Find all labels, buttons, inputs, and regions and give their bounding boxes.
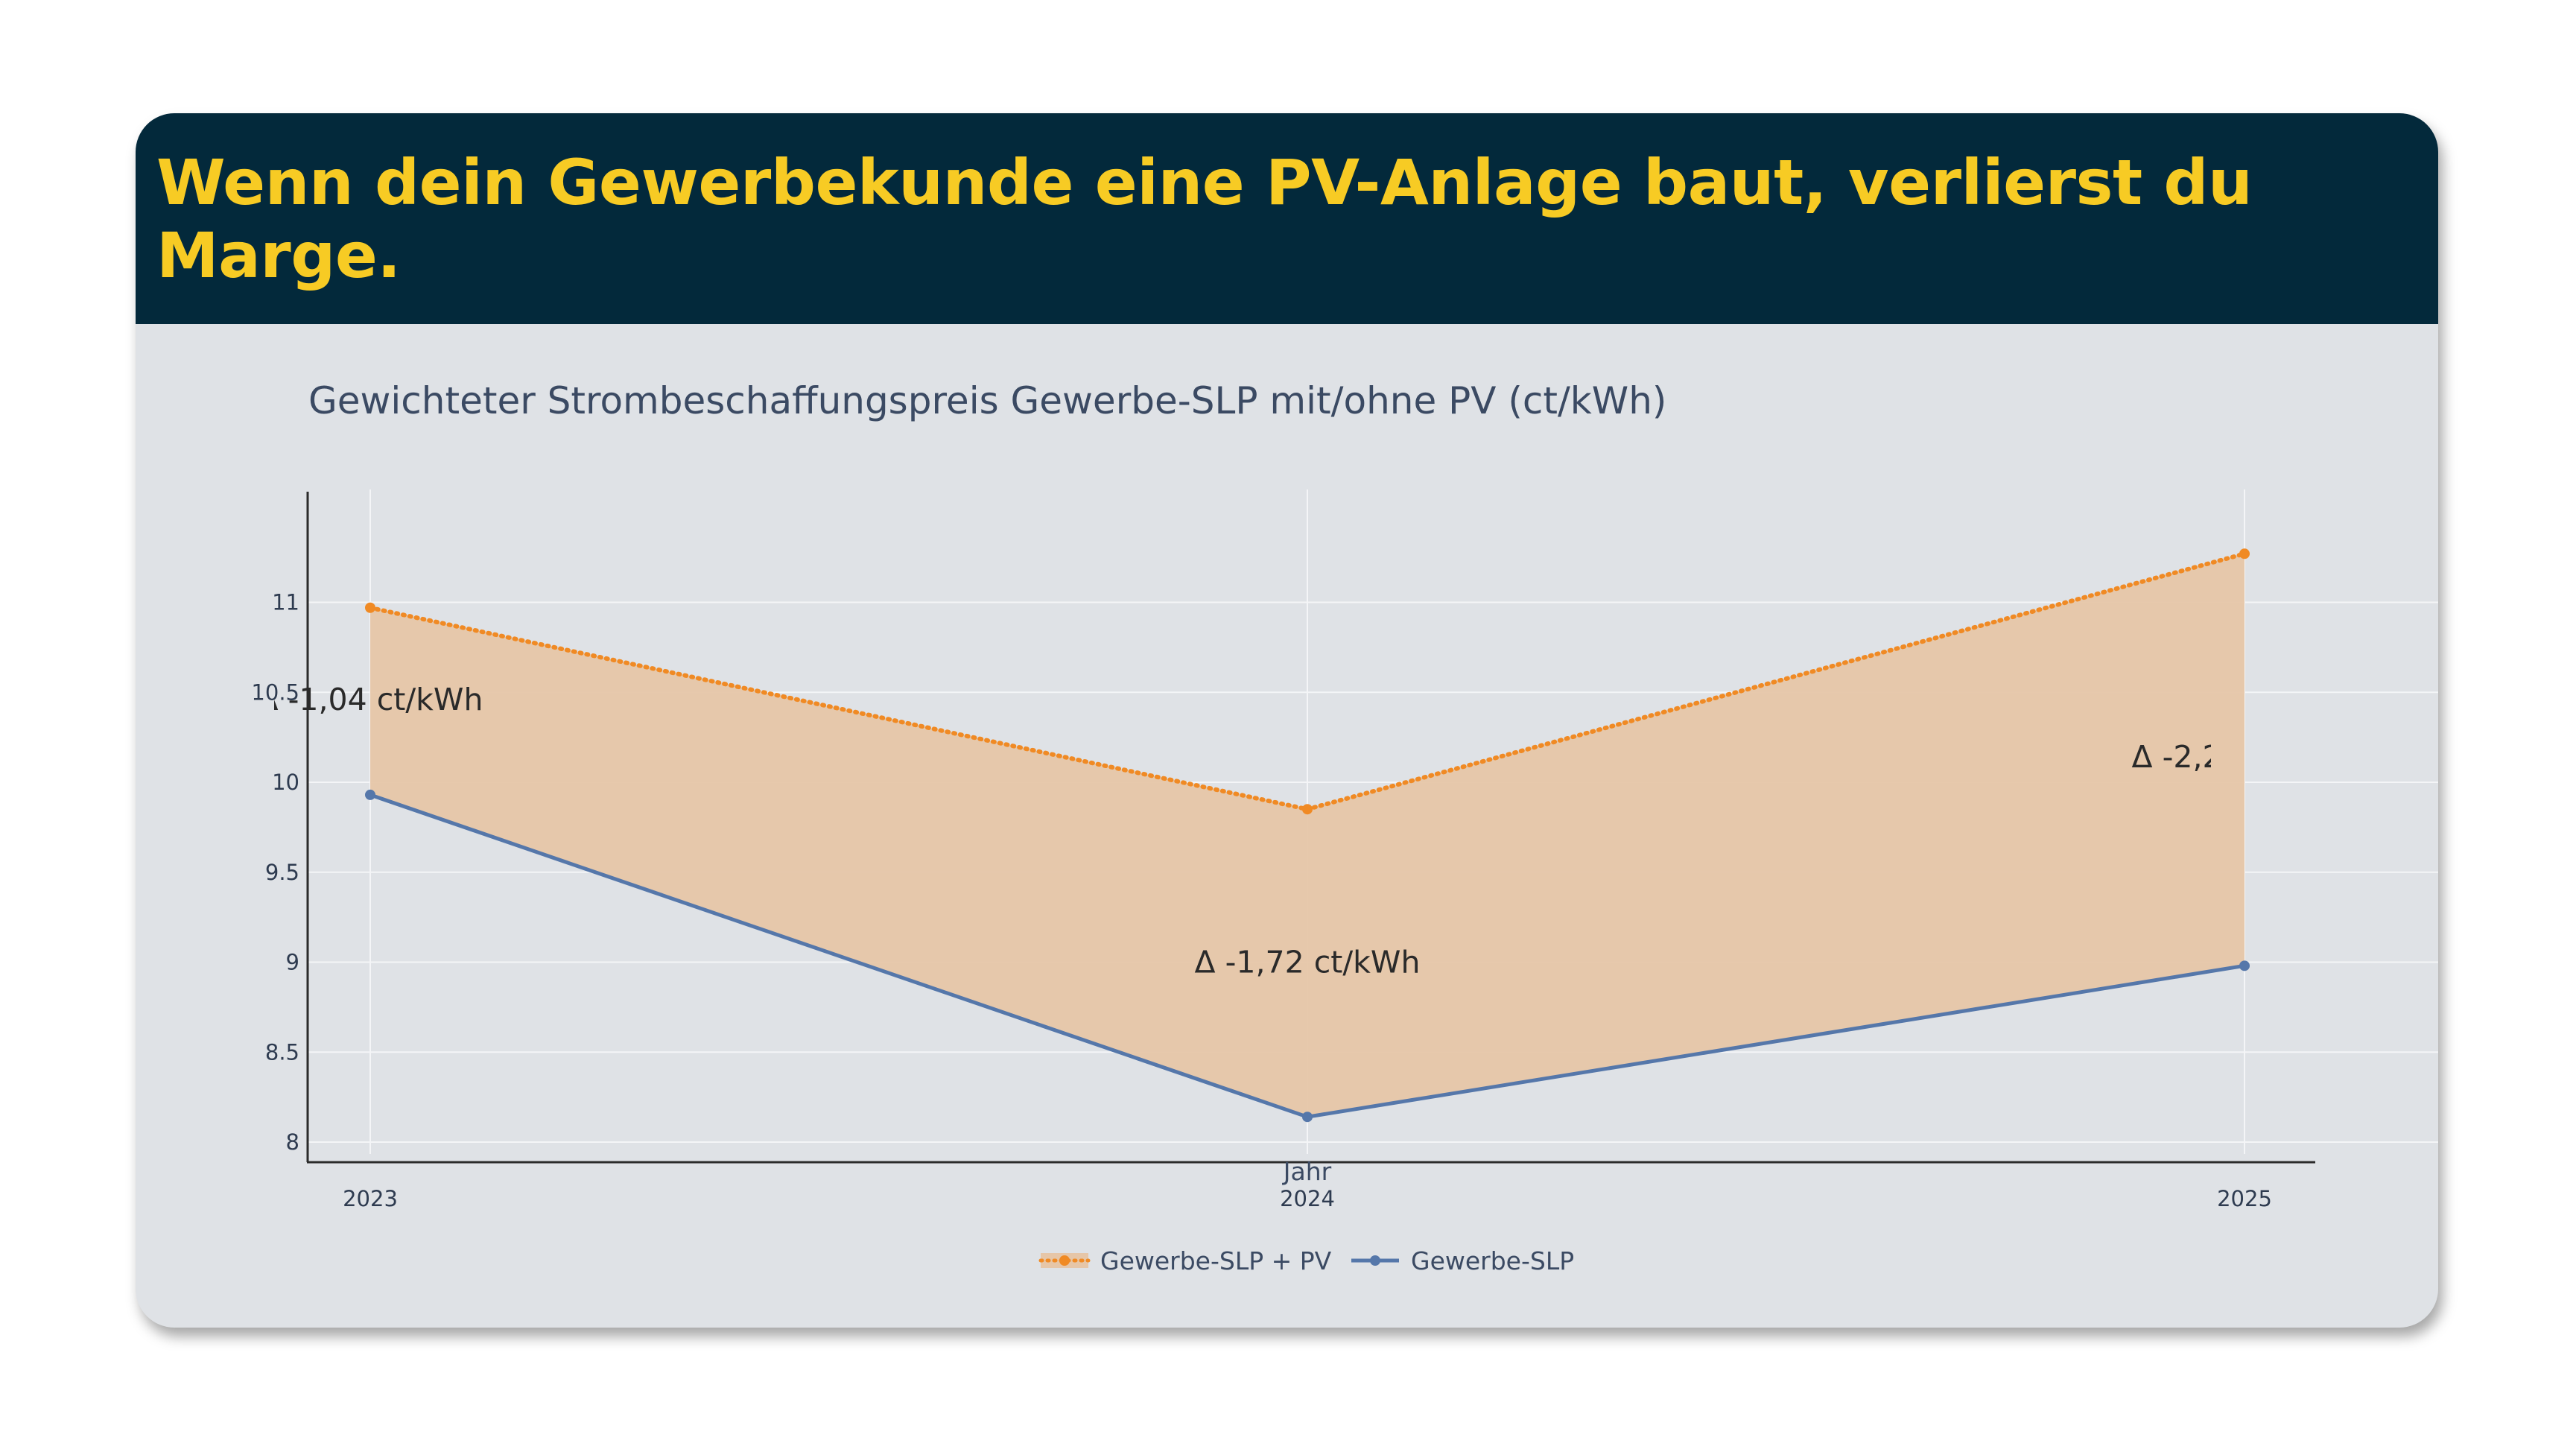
legend-label: Gewerbe-SLP (1411, 1246, 1574, 1275)
headline-text: Wenn dein Gewerbekunde eine PV-Anlage ba… (156, 145, 2253, 292)
delta-annotation: Δ -1,72 ct/kWh (1195, 945, 1421, 980)
delta-annotation: Δ -2,29 ct/kWh (2132, 739, 2358, 775)
x-tick-label: 2024 (1280, 1186, 1335, 1211)
data-point-slp (365, 789, 375, 800)
delta-annotations: Δ -1,04 ct/kWh Δ -1,72 ct/kWh Δ -2,29 ct/k… (258, 682, 2358, 980)
legend-label: Gewerbe-SLP + PV (1100, 1246, 1332, 1275)
legend-item-slp[interactable]: Gewerbe-SLP (1351, 1246, 1574, 1275)
data-point-pv (365, 602, 375, 613)
legend-item-pv[interactable]: Gewerbe-SLP + PV (1038, 1246, 1332, 1275)
data-point-pv (2239, 548, 2250, 559)
axes (306, 492, 2315, 1164)
chart-card: Wenn dein Gewerbekunde eine PV-Anlage ba… (136, 113, 2438, 1328)
data-point-slp (1302, 1112, 1313, 1123)
x-axis-label: Jahr (1282, 1157, 1332, 1186)
y-tick-label: 10.5 (251, 679, 299, 705)
data-point-pv (1302, 804, 1313, 815)
chart-legend[interactable]: Gewerbe-SLP + PV Gewerbe-SLP (1038, 1246, 1574, 1275)
tick-labels: 8 8.5 9 9.5 10 10.5 11 2023 2024 2025 (251, 590, 2271, 1212)
y-tick-label: 8.5 (265, 1039, 299, 1065)
series-lines (365, 548, 2250, 1123)
delta-fill (370, 554, 2245, 1117)
data-point-slp (2239, 960, 2250, 971)
price-chart: Gewichteter Strombeschaffungspreis Gewer… (251, 379, 2438, 1275)
y-tick-label: 10 (272, 770, 299, 795)
delta-annotation: Δ -1,04 ct/kWh (258, 682, 483, 717)
y-tick-label: 9.5 (265, 860, 299, 885)
x-tick-label: 2025 (2217, 1186, 2272, 1211)
legend-swatch-marker (1059, 1255, 1070, 1266)
legend-swatch-marker (1370, 1255, 1380, 1266)
headline-banner: Wenn dein Gewerbekunde eine PV-Anlage ba… (136, 113, 2438, 324)
y-tick-label: 8 (286, 1129, 299, 1155)
y-tick-label: 11 (272, 590, 299, 615)
x-tick-label: 2023 (343, 1186, 398, 1211)
chart-title: Gewichteter Strombeschaffungspreis Gewer… (308, 379, 1666, 422)
y-tick-label: 9 (286, 950, 299, 975)
